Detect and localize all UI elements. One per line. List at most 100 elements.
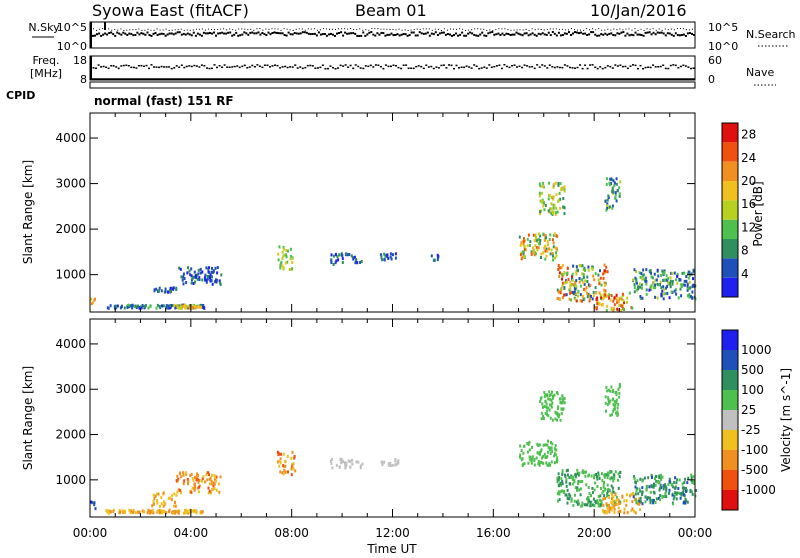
- range-gate-cell-0-6: [334, 252, 337, 256]
- range-gate-cell-0-10: [583, 297, 586, 301]
- freq-mark: [584, 64, 587, 66]
- range-gate-cell-1-3: [170, 498, 173, 502]
- range-gate-cell-0-14: [607, 196, 610, 200]
- range-gate-cell-0-10: [606, 270, 609, 274]
- range-gate-cell-1-8: [594, 500, 597, 503]
- range-gate-cell-1-5: [349, 465, 352, 469]
- freq-mark: [407, 67, 410, 69]
- range-gate-cell-0-11: [618, 303, 621, 307]
- range-gate-cell-1-8: [561, 473, 564, 476]
- range-gate-cell-0-3: [204, 278, 206, 282]
- freq-mark: [180, 64, 183, 66]
- range-gate-cell-1-9: [633, 509, 636, 513]
- freq-mark: [314, 67, 317, 69]
- range-gate-cell-0-10: [603, 281, 606, 285]
- range-gate-cell-1-10: [654, 501, 657, 504]
- noise-sky-mark: [610, 32, 613, 35]
- noise-sky-mark: [219, 32, 222, 35]
- range-gate-cell-1-8: [581, 501, 584, 505]
- noise-search-mark: [117, 29, 119, 31]
- velocity-colorbar-tick: 25: [741, 403, 756, 417]
- noise-sky-mark: [190, 34, 193, 37]
- x-tick-label: 00:00: [678, 526, 713, 540]
- range-gate-cell-1-9: [626, 511, 629, 515]
- range-gate-cell-0-3: [211, 266, 213, 270]
- noise-search-mark: [428, 28, 430, 30]
- range-gate-cell-0-3: [183, 277, 186, 281]
- range-gate-cell-0-7: [392, 253, 394, 257]
- range-gate-cell-1-2: [187, 480, 190, 484]
- range-gate-cell-0-13: [563, 189, 566, 193]
- range-gate-cell-1-11: [550, 398, 553, 402]
- noise-search-mark: [262, 29, 264, 31]
- range-gate-cell-1-6: [387, 463, 390, 467]
- freq-mark: [637, 67, 639, 70]
- freq-mark: [309, 64, 312, 67]
- range-gate-cell-0-10: [587, 265, 590, 269]
- y-tick-label: 2000: [55, 222, 86, 236]
- noise-sky-mark: [596, 34, 599, 37]
- range-gate-cell-1-2: [212, 488, 214, 491]
- range-gate-cell-1-7: [546, 443, 549, 447]
- range-gate-cell-1-11: [546, 409, 549, 413]
- range-gate-cell-0-12: [667, 280, 670, 284]
- range-gate-cell-0-11: [599, 293, 602, 297]
- range-gate-cell-0-9: [527, 233, 530, 237]
- range-gate-cell-1-10: [649, 490, 652, 494]
- range-gate-cell-1-8: [568, 497, 571, 501]
- range-gate-cell-0-12: [661, 269, 664, 273]
- range-gate-cell-0-14: [605, 208, 608, 212]
- noise-sky-mark: [636, 33, 639, 36]
- noise-sky-mark: [507, 33, 510, 35]
- noise-search-mark: [238, 28, 240, 30]
- range-gate-cell-0-12: [648, 288, 651, 292]
- noise-sky-mark: [273, 31, 276, 34]
- range-gate-cell-1-8: [574, 486, 577, 490]
- range-gate-cell-0-9: [539, 234, 542, 238]
- freq-mark: [284, 65, 287, 68]
- noise-search-mark: [595, 29, 597, 31]
- noise-sky-mark: [565, 32, 568, 35]
- freq-mark: [674, 64, 677, 67]
- range-gate-cell-1-8: [581, 504, 583, 508]
- range-gate-cell-1-4: [276, 450, 279, 454]
- range-gate-cell-0-10: [563, 286, 566, 290]
- noise-sky-mark: [455, 32, 457, 35]
- freq-mark: [195, 65, 198, 67]
- noise-search-mark: [250, 28, 252, 30]
- range-gate-cell-1-10: [690, 479, 693, 483]
- range-gate-cell-1-9: [618, 501, 621, 505]
- noise-search-mark: [265, 28, 267, 30]
- range-gate-cell-1-3: [152, 493, 155, 497]
- range-gate-cell-0-5: [284, 253, 287, 257]
- range-gate-cell-0-12: [639, 285, 641, 289]
- range-gate-cell-1-8: [568, 476, 571, 480]
- nsky-label: N.Sky: [28, 21, 60, 34]
- range-gate-cell-0-6: [360, 260, 363, 263]
- mode-text: normal (fast) 151 RF: [94, 94, 234, 108]
- noise-sky-mark: [269, 33, 272, 36]
- range-gate-cell-1-8: [607, 488, 610, 492]
- range-gate-cell-0-10: [586, 295, 589, 299]
- freq-mark: [569, 66, 571, 69]
- noise-search-mark: [180, 28, 182, 30]
- range-gate-cell-1-8: [576, 486, 579, 490]
- range-gate-cell-0-10: [570, 298, 573, 302]
- noise-search-mark: [271, 28, 273, 30]
- range-gate-cell-1-10: [643, 476, 646, 480]
- noise-search-mark: [416, 28, 418, 30]
- range-gate-cell-0-11: [618, 297, 621, 301]
- range-gate-cell-1-2: [182, 473, 185, 477]
- noise-search-mark: [365, 29, 367, 31]
- range-gate-cell-1-10: [641, 486, 644, 490]
- range-gate-cell-1-12: [608, 400, 610, 404]
- freq-mark: [642, 68, 645, 70]
- noise-sky-mark: [148, 34, 151, 36]
- range-gate-cell-0-10: [556, 288, 559, 292]
- freq-mark: [488, 64, 491, 66]
- range-gate-cell-1-9: [613, 504, 616, 508]
- freq-mark: [304, 66, 307, 69]
- range-gate-cell-0-10: [569, 283, 572, 287]
- range-gate-cell-1-11: [547, 397, 550, 401]
